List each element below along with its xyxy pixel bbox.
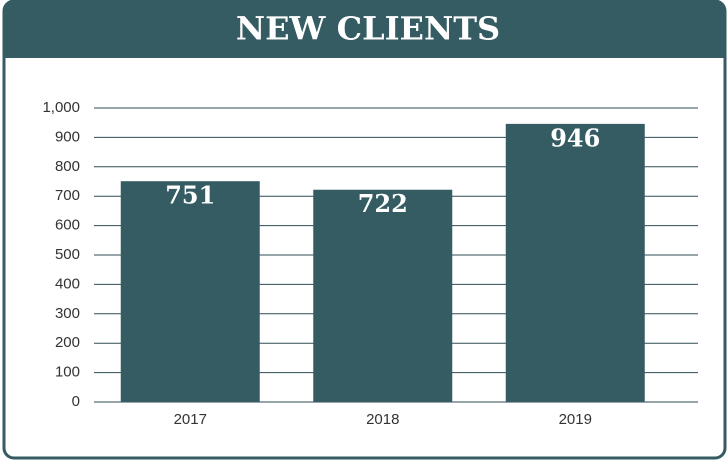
x-tick-label: 2017 [174, 411, 207, 428]
y-tick-label: 0 [72, 393, 80, 410]
x-tick-label: 2018 [366, 411, 399, 428]
y-tick-label: 100 [55, 364, 80, 381]
data-label: 946 [550, 123, 600, 152]
header [4, 1, 725, 58]
y-tick-label: 600 [55, 217, 80, 234]
y-tick-label: 800 [55, 158, 80, 175]
y-tick-label: 400 [55, 275, 80, 292]
y-tick-label: 900 [55, 128, 80, 145]
x-tick-label: 2019 [559, 411, 592, 428]
bar [313, 189, 453, 402]
y-tick-label: 300 [55, 305, 80, 322]
y-tick-label: 700 [55, 187, 80, 204]
bar [505, 123, 645, 402]
y-tick-label: 500 [55, 246, 80, 263]
data-label: 722 [358, 189, 408, 218]
chart-title: NEW CLIENTS [236, 10, 500, 48]
bar [120, 181, 260, 402]
y-tick-label: 1,000 [42, 99, 80, 116]
data-label: 751 [165, 181, 215, 210]
y-tick-label: 200 [55, 334, 80, 351]
